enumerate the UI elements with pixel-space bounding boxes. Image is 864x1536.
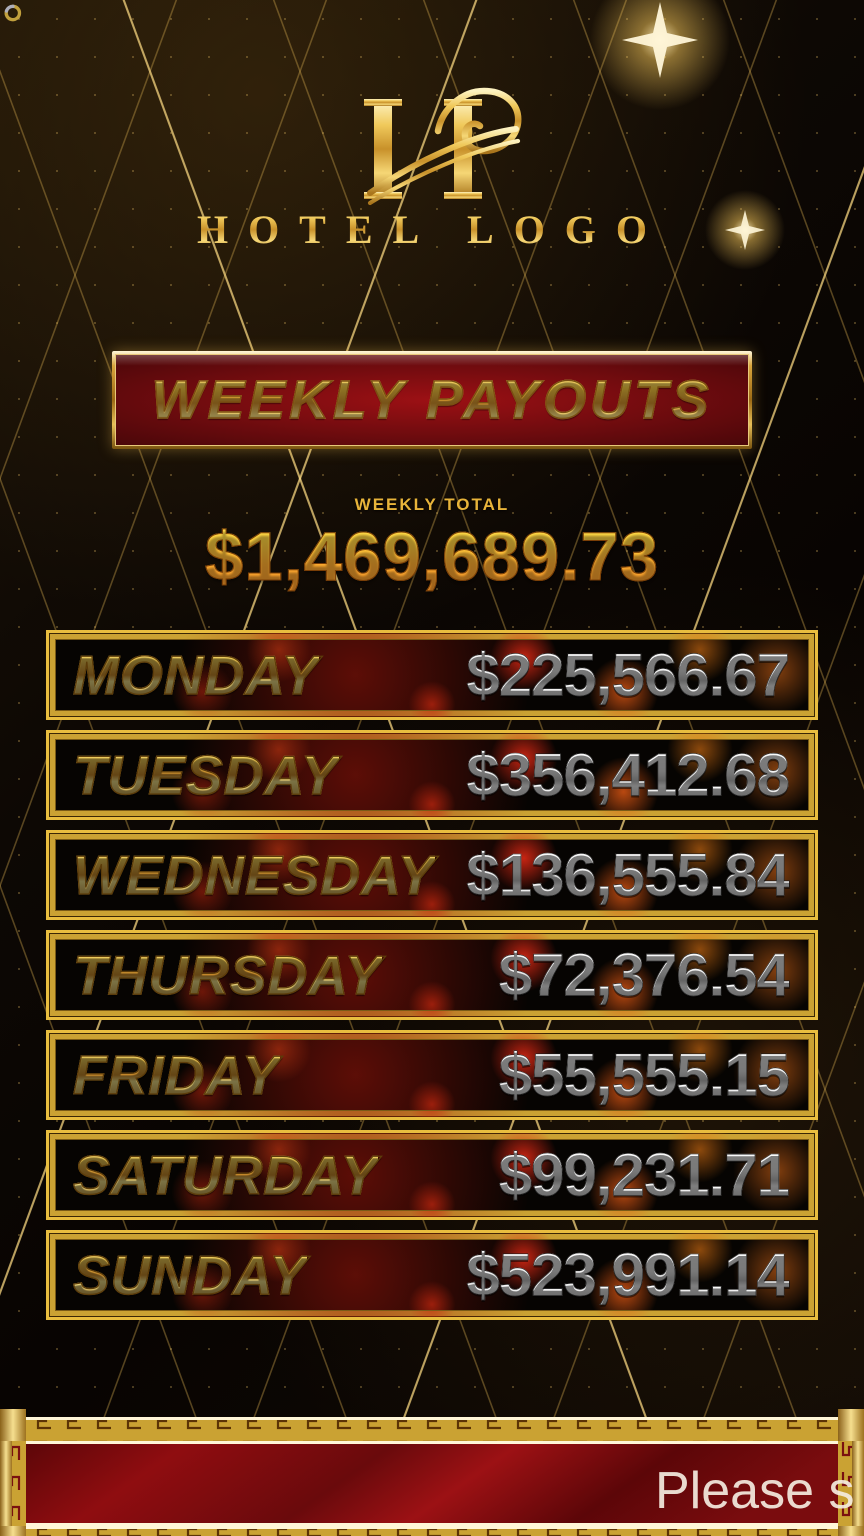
svg-text:HOTEL LOGO: HOTEL LOGO (197, 207, 667, 245)
